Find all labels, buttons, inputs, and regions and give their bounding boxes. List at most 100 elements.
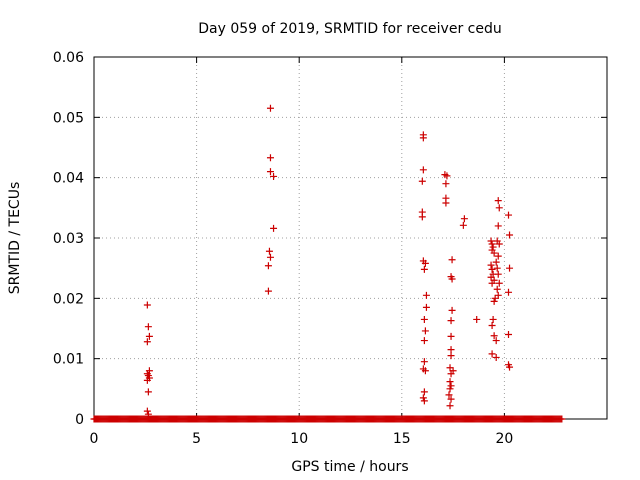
data-point bbox=[144, 410, 152, 418]
chart-title: Day 059 of 2019, SRMTID for receiver ced… bbox=[198, 21, 501, 37]
data-point bbox=[473, 315, 481, 323]
data-point bbox=[447, 395, 455, 403]
data-point bbox=[493, 285, 501, 293]
data-point bbox=[506, 363, 514, 371]
data-point bbox=[420, 397, 428, 405]
data-point bbox=[145, 332, 153, 340]
data-point bbox=[446, 378, 454, 386]
data-point bbox=[494, 197, 502, 205]
data-point bbox=[447, 382, 455, 390]
data-point bbox=[143, 376, 151, 384]
data-point bbox=[445, 391, 453, 399]
y-axis-label: SRMTID / TECUs bbox=[7, 182, 23, 295]
data-point bbox=[144, 388, 152, 396]
data-point bbox=[447, 332, 455, 340]
data-point bbox=[446, 364, 454, 372]
data-point bbox=[490, 297, 498, 305]
data-point bbox=[421, 327, 429, 335]
data-point bbox=[460, 215, 468, 223]
x-tick-label: 15 bbox=[393, 431, 411, 447]
data-point bbox=[143, 301, 151, 309]
data-point bbox=[494, 222, 502, 230]
data-point bbox=[419, 394, 427, 402]
data-point bbox=[505, 331, 513, 339]
data-point bbox=[143, 338, 151, 346]
data-point bbox=[266, 253, 274, 261]
data-point bbox=[418, 213, 426, 221]
data-point bbox=[442, 199, 450, 207]
data-point bbox=[266, 104, 274, 112]
data-point bbox=[266, 154, 274, 162]
x-tick-label: 0 bbox=[90, 431, 99, 447]
data-point bbox=[264, 287, 272, 295]
y-tick-label: 0.04 bbox=[53, 171, 84, 187]
data-point bbox=[494, 252, 502, 260]
data-point bbox=[489, 243, 497, 251]
baseline-point bbox=[558, 415, 566, 423]
data-point bbox=[442, 180, 450, 188]
data-point bbox=[447, 352, 455, 360]
data-point bbox=[265, 247, 273, 255]
data-point bbox=[443, 172, 451, 180]
x-axis-label: GPS time / hours bbox=[291, 459, 408, 475]
data-point bbox=[418, 177, 426, 185]
x-tick-label: 20 bbox=[495, 431, 513, 447]
data-point bbox=[447, 370, 455, 378]
grid-lines bbox=[94, 57, 607, 419]
data-point bbox=[505, 211, 513, 219]
data-point bbox=[448, 275, 456, 283]
data-point bbox=[447, 346, 455, 354]
data-point bbox=[419, 134, 427, 142]
data-point bbox=[446, 385, 454, 393]
data-point bbox=[420, 265, 428, 273]
data-point bbox=[143, 407, 151, 415]
y-tick-label: 0.01 bbox=[53, 352, 84, 368]
data-point bbox=[447, 317, 455, 325]
x-tick-label: 5 bbox=[192, 431, 201, 447]
data-point bbox=[489, 315, 497, 323]
data-point bbox=[266, 168, 274, 176]
data-point bbox=[144, 323, 152, 331]
data-point bbox=[487, 261, 495, 269]
y-tick-label: 0.03 bbox=[53, 231, 84, 247]
data-point bbox=[422, 291, 430, 299]
data-point bbox=[488, 321, 496, 329]
data-point bbox=[492, 258, 500, 266]
data-point bbox=[446, 402, 454, 410]
data-point bbox=[491, 294, 499, 302]
data-point bbox=[264, 262, 272, 270]
y-tick-label: 0.02 bbox=[53, 291, 84, 307]
data-point bbox=[419, 166, 427, 174]
y-tick-label: 0.05 bbox=[53, 110, 84, 126]
data-point bbox=[270, 224, 278, 232]
data-point bbox=[488, 279, 496, 287]
data-point bbox=[487, 273, 495, 281]
data-points bbox=[90, 104, 566, 423]
data-point bbox=[459, 221, 467, 229]
data-point bbox=[494, 291, 502, 299]
data-point bbox=[420, 388, 428, 396]
data-point bbox=[448, 306, 456, 314]
data-point bbox=[488, 265, 496, 273]
data-point bbox=[421, 367, 429, 375]
data-point bbox=[270, 172, 278, 180]
data-point bbox=[490, 332, 498, 340]
data-point bbox=[506, 264, 514, 272]
data-point bbox=[490, 249, 498, 257]
data-point bbox=[422, 303, 430, 311]
axis-ticks: 0 0.01 0.02 0.03 0.04 0.05 0.06 0 5 10 15 20 bbox=[53, 50, 607, 447]
data-point bbox=[488, 350, 496, 358]
data-point bbox=[420, 337, 428, 345]
data-point bbox=[492, 353, 500, 361]
data-point bbox=[420, 358, 428, 366]
data-point bbox=[492, 337, 500, 345]
data-point bbox=[493, 264, 501, 272]
data-point bbox=[448, 256, 456, 264]
data-point bbox=[495, 204, 503, 212]
y-tick-label: 0.06 bbox=[53, 50, 84, 66]
data-point bbox=[505, 288, 513, 296]
data-point bbox=[420, 315, 428, 323]
data-point bbox=[487, 237, 495, 245]
data-point bbox=[506, 231, 514, 239]
